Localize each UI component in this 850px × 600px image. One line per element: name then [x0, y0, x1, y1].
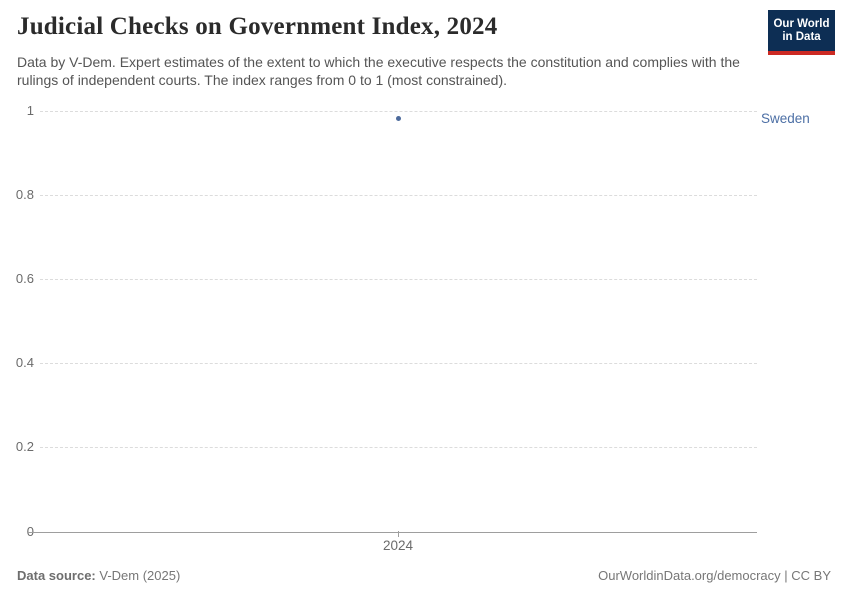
data-source-label: Data source:: [17, 568, 96, 583]
y-axis-tick-label: 0.4: [15, 355, 34, 370]
credit-link[interactable]: OurWorldinData.org/democracy | CC BY: [598, 568, 831, 583]
chart-subtitle: Data by V-Dem. Expert estimates of the e…: [17, 54, 740, 88]
page-title: Judicial Checks on Government Index, 202…: [17, 13, 498, 40]
y-axis-tick-label: 0.8: [15, 187, 34, 202]
gridline: [40, 447, 757, 448]
gridline: [40, 279, 757, 280]
y-axis-tick-label: 0.2: [15, 439, 34, 454]
owid-logo[interactable]: Our World in Data: [768, 10, 835, 55]
y-axis-tick-label: 0.6: [15, 271, 34, 286]
owid-logo-line2: in Data: [782, 30, 821, 43]
gridline: [40, 111, 757, 112]
x-axis-line: [27, 532, 757, 533]
chart-footer: Data source: V-Dem (2025) OurWorldinData…: [17, 568, 831, 583]
gridline: [40, 363, 757, 364]
x-axis-tick-label: 2024: [382, 538, 414, 553]
series-label-sweden[interactable]: Sweden: [761, 110, 810, 126]
y-axis-tick-label: 0: [26, 524, 34, 539]
data-point-sweden[interactable]: [395, 116, 401, 122]
y-axis-tick-label: 1: [26, 103, 34, 118]
x-axis-tick: [398, 531, 399, 537]
data-source-note: Data source: V-Dem (2025): [17, 568, 180, 583]
owid-logo-line1: Our World: [773, 18, 830, 30]
gridline: [40, 195, 757, 196]
data-source-value: V-Dem (2025): [95, 568, 181, 583]
